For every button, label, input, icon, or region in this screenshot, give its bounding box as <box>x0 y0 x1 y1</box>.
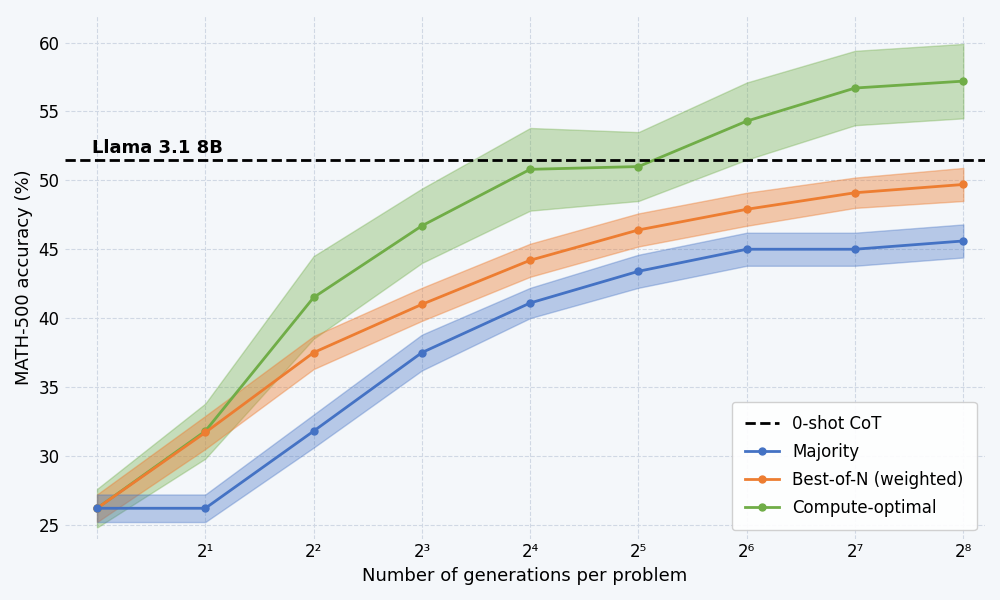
Best-of-N (weighted) <box>416 301 428 308</box>
Best-of-N (weighted) <box>632 226 644 233</box>
Line: Majority: Majority <box>94 238 967 512</box>
Best-of-N (weighted) <box>524 257 536 264</box>
Compute-optimal <box>632 163 644 170</box>
X-axis label: Number of generations per problem: Number of generations per problem <box>362 567 687 585</box>
Majority <box>524 299 536 307</box>
Best-of-N (weighted) <box>91 505 103 512</box>
Compute-optimal <box>199 428 211 435</box>
0-shot CoT <box>199 156 211 163</box>
Compute-optimal <box>416 222 428 229</box>
Majority <box>957 238 969 245</box>
Compute-optimal <box>849 85 861 92</box>
Majority <box>308 428 320 435</box>
Majority <box>199 505 211 512</box>
Text: Llama 3.1 8B: Llama 3.1 8B <box>92 139 222 157</box>
Line: Best-of-N (weighted): Best-of-N (weighted) <box>94 181 967 512</box>
Compute-optimal <box>308 294 320 301</box>
Majority <box>632 268 644 275</box>
Best-of-N (weighted) <box>308 349 320 356</box>
Majority <box>416 349 428 356</box>
0-shot CoT <box>91 156 103 163</box>
Compute-optimal <box>91 505 103 512</box>
Best-of-N (weighted) <box>741 206 753 213</box>
Majority <box>91 505 103 512</box>
Y-axis label: MATH-500 accuracy (%): MATH-500 accuracy (%) <box>15 169 33 385</box>
Compute-optimal <box>741 118 753 125</box>
Majority <box>849 245 861 253</box>
Best-of-N (weighted) <box>199 429 211 436</box>
Compute-optimal <box>957 77 969 85</box>
Best-of-N (weighted) <box>957 181 969 188</box>
Line: Compute-optimal: Compute-optimal <box>94 77 967 512</box>
Legend: 0-shot CoT, Majority, Best-of-N (weighted), Compute-optimal: 0-shot CoT, Majority, Best-of-N (weighte… <box>732 401 977 530</box>
Best-of-N (weighted) <box>849 189 861 196</box>
Compute-optimal <box>524 166 536 173</box>
Majority <box>741 245 753 253</box>
